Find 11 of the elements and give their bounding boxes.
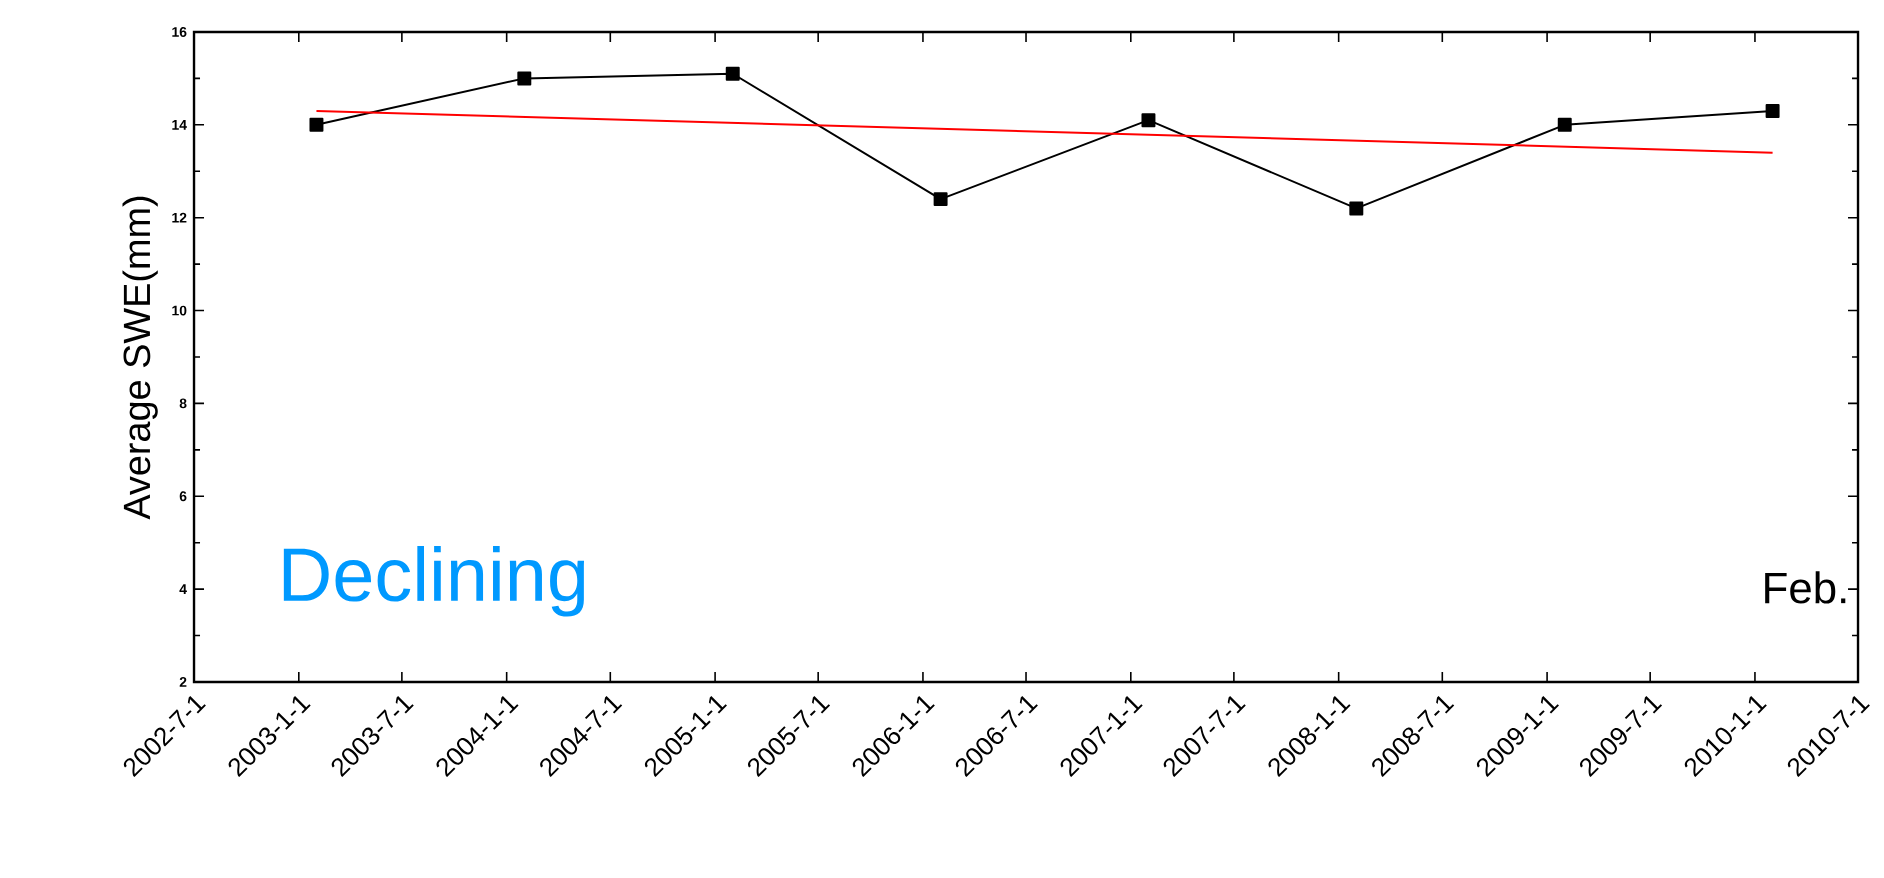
- annotation: Feb.: [1765, 571, 1846, 604]
- point: [1141, 113, 1156, 128]
- point: [309, 117, 324, 132]
- point: [1557, 117, 1572, 132]
- point: [933, 192, 948, 207]
- annotation: Declining: [283, 545, 585, 617]
- point: [1349, 201, 1364, 216]
- point: [725, 66, 740, 81]
- point: [517, 71, 532, 86]
- point: [1765, 103, 1780, 118]
- y-axis-title: Average SWE(mm): [122, 196, 158, 520]
